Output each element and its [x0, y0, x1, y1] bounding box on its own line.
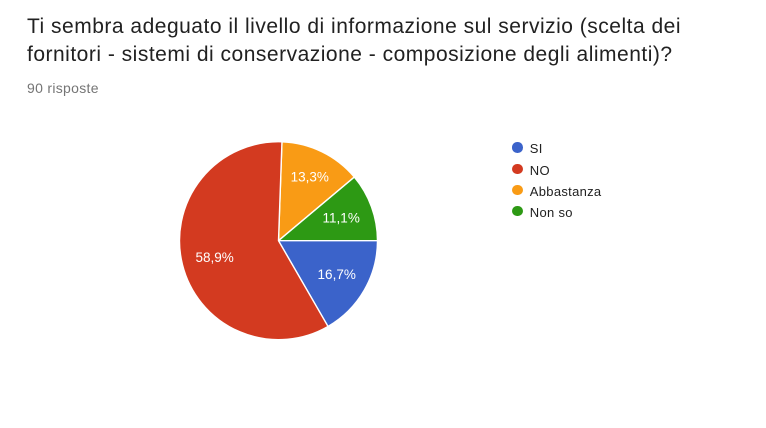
- svg-text:13,3%: 13,3%: [291, 170, 329, 185]
- svg-text:58,9%: 58,9%: [195, 250, 233, 265]
- svg-text:16,7%: 16,7%: [318, 267, 356, 282]
- svg-text:11,1%: 11,1%: [323, 211, 360, 226]
